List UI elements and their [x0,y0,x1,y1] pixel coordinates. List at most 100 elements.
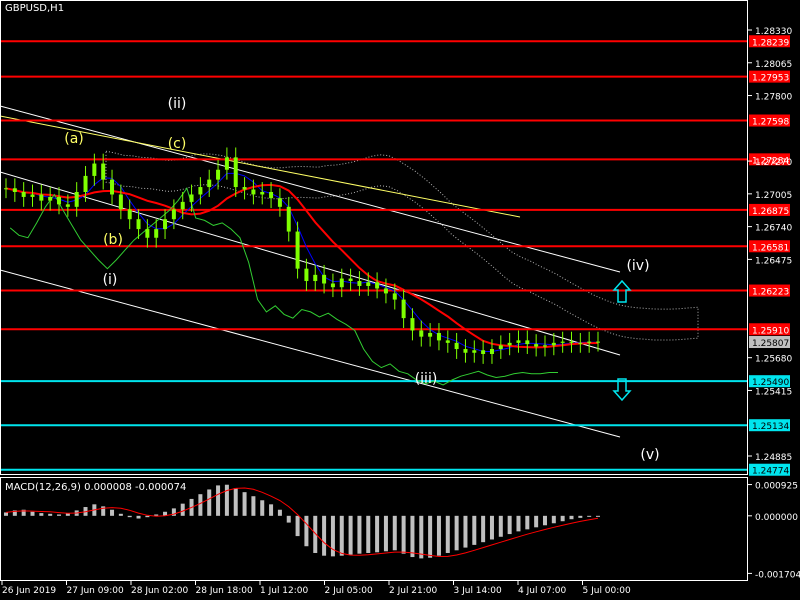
macd-histogram-bar [163,511,168,516]
wave-label: (b) [103,232,123,248]
macd-histogram-bar [101,506,106,516]
macd-histogram-bar [39,513,44,516]
level-label-box [749,240,790,253]
macd-histogram-bar [401,515,406,554]
macd-histogram-bar [498,515,503,537]
candle-body [277,198,282,207]
level-label: 1.27284 [752,156,789,166]
candle-body [507,342,512,346]
wave-label: (ii) [168,96,187,112]
macd-histogram-bar [277,509,282,516]
candle-body [587,341,592,343]
macd-histogram-bar [569,515,574,520]
candle-body [180,201,185,210]
candle-body [551,342,556,346]
candle-body [357,281,362,286]
macd-histogram-bar [304,515,309,547]
candle-body [454,342,459,350]
macd-histogram-bar [127,515,132,518]
candle-body [392,293,397,300]
macd-histogram-bar [463,515,468,548]
level-label-box [749,153,790,166]
macd-histogram-bar [233,488,238,516]
candle-body [560,341,565,343]
level-label-box [749,35,790,48]
candle-body [542,345,547,347]
candle-body [118,194,123,210]
level-label: 1.26875 [752,207,789,217]
price-tick-label: 1.28330 [755,27,792,37]
level-lines: 1.28239 1.27953 1.27598 1.27284 1.26875 1.265… [1,35,790,477]
level-label-box [749,70,790,83]
candle-body [419,330,424,337]
candle-body [224,157,229,170]
time-tick-label: 5 Jul 00:00 [583,586,632,596]
price-axis: 1.28330 1.28065 1.27800 1.27270 1.27005 1.267… [748,27,792,463]
candle-body [21,191,26,197]
macd-histogram-bar [419,515,424,559]
time-tick-label: 28 Jun 02:00 [131,586,188,596]
macd-histogram-bar [534,515,539,528]
macd-histogram-bar [48,513,53,516]
price-candles [4,147,600,364]
macd-histogram-bar [269,504,274,516]
candle-body [348,278,353,282]
price-panel-frame [0,0,748,475]
macd-histogram-bar [357,515,362,554]
candle-body [481,350,486,354]
direction-arrows [612,279,632,402]
macd-histogram-bar [454,515,459,551]
candle-body [30,194,35,197]
macd-histogram-bar [110,509,115,516]
candle-body [12,188,17,192]
candle-body [596,341,600,343]
macd-histogram-bar [21,509,26,516]
wave-label: (c) [168,136,187,152]
macd-histogram-bar [322,515,327,556]
candle-body [83,175,88,192]
level-label: 1.26581 [752,243,789,253]
macd-histogram-bar [587,515,592,517]
price-tick-label: 1.27005 [755,191,792,201]
macd-histogram-bar [525,515,530,530]
wave-labels: (a) (b) (c) (i) (ii) (iii) (iv) (v) [64,96,659,463]
macd-histogram-bar [542,515,547,526]
macd-title: MACD(12,26,9) 0.000008 -0.000074 [5,482,187,493]
wave-label: (a) [64,131,84,147]
candle-body [198,187,203,195]
channel-yellow-line [0,115,521,218]
macd-histogram-bar [383,515,388,552]
candle-body [207,179,212,188]
macd-histogram-bar [392,515,397,551]
candle-body [57,196,62,205]
macd-histogram-bar [171,508,176,516]
candle-body [428,332,433,337]
macd-histogram-bar [507,515,512,535]
price-tick-label: 1.26475 [755,256,792,266]
price-tick-label: 1.24885 [755,453,792,463]
candle-body [163,219,168,230]
red-ma-line [5,183,599,349]
macd-histogram-bar [339,515,344,556]
level-label-box [749,323,790,336]
candle-body [322,274,327,284]
macd-panel [4,484,600,559]
macd-histogram-bar [472,515,477,545]
level-label: 1.25134 [752,422,789,432]
macd-histogram-bar [375,515,380,553]
macd-histogram-bar [216,485,221,516]
macd-histogram-bar [481,515,486,543]
macd-histogram-bar [4,512,8,516]
macd-histogram-bar [596,515,600,517]
candle-body [516,340,521,343]
macd-histogram-bar [330,515,335,557]
time-tick-label: 3 Jul 14:00 [454,586,503,596]
level-label: 1.28239 [752,38,789,48]
candle-body [534,344,539,347]
level-label-box [749,463,790,476]
price-tick-label: 1.25415 [755,387,792,397]
macd-histogram-bar [57,514,62,516]
candle-body [330,283,335,288]
level-label: 1.26223 [752,288,789,298]
